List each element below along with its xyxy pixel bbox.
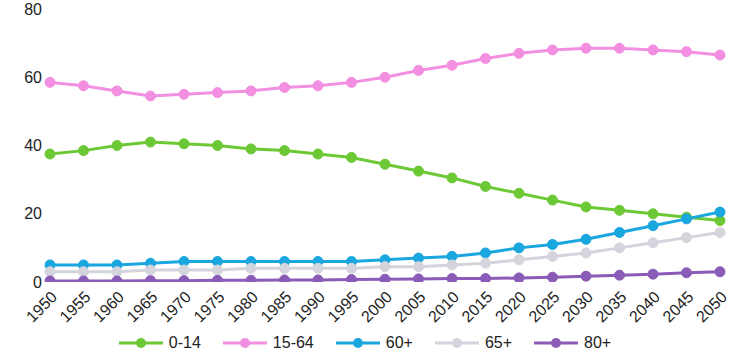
svg-text:1990: 1990: [291, 288, 328, 325]
svg-text:1995: 1995: [324, 288, 361, 325]
svg-text:2035: 2035: [592, 288, 629, 325]
svg-text:2015: 2015: [458, 288, 495, 325]
svg-text:2040: 2040: [626, 288, 663, 325]
html-text:15-64: 15-64: [272, 334, 314, 351]
svg-text:1985: 1985: [257, 288, 294, 325]
svg-text:1965: 1965: [123, 288, 160, 325]
html-text:80+: 80+: [584, 334, 612, 351]
svg-text:80: 80: [24, 1, 42, 18]
svg-text:2045: 2045: [659, 288, 696, 325]
html-text:60+: 60+: [385, 334, 413, 351]
html-text:0-14: 0-14: [168, 334, 201, 351]
html-text:65+: 65+: [484, 334, 512, 351]
svg-text:0: 0: [33, 274, 42, 291]
svg-text:2025: 2025: [525, 288, 562, 325]
svg-text:2010: 2010: [425, 288, 462, 325]
svg-text:1960: 1960: [90, 288, 127, 325]
svg-text:1950: 1950: [23, 288, 60, 325]
svg-text:2005: 2005: [391, 288, 428, 325]
svg-text:1955: 1955: [56, 288, 93, 325]
svg-text:40: 40: [24, 137, 42, 154]
svg-text:20: 20: [24, 205, 42, 222]
svg-text:2030: 2030: [559, 288, 596, 325]
svg-text:2000: 2000: [358, 288, 395, 325]
svg-text:2020: 2020: [492, 288, 529, 325]
svg-text:60: 60: [24, 69, 42, 86]
svg-text:1975: 1975: [190, 288, 227, 325]
svg-text:1970: 1970: [157, 288, 194, 325]
svg-text:1980: 1980: [224, 288, 261, 325]
svg-text:2050: 2050: [693, 288, 730, 325]
